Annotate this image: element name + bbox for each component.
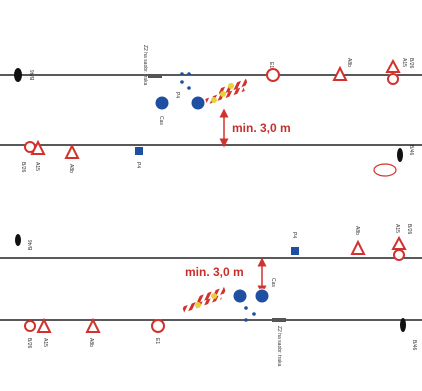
label: E1 [268,62,274,68]
label: Z2 ha saobr. traka [142,45,148,86]
sign [387,73,399,85]
label: B/26 [26,338,32,349]
label: A8b [88,338,94,347]
sign [190,95,206,111]
label: P4 [135,162,141,168]
label: Cas [158,116,164,125]
label: B/46 [28,240,34,251]
label: A15 [401,58,407,67]
label: P4 [174,92,180,98]
label: B/26 [20,162,26,173]
label: B/26 [406,224,412,235]
bottom-diagram: B/46 P4 A8b A15 B/26 min. 3,0 m Cas Z2 h… [0,224,422,367]
label: B/46 [411,340,417,351]
label: B/46 [408,145,414,156]
label: A15 [394,224,400,233]
sign [385,58,401,73]
label: B/26 [408,58,414,69]
label: B/46 [30,70,36,81]
sign [154,95,170,111]
label: A8b [68,164,74,173]
sign [332,65,348,81]
label: A8b [346,58,352,67]
label: A15 [42,338,48,347]
dimension-label: min. 3,0 m [185,265,244,279]
sign [266,68,280,82]
label: E1 [154,338,160,344]
label: Cas [270,278,276,287]
label: Z2 ha saobr. traka [276,326,282,367]
label: A15 [34,162,40,171]
label: P4 [291,232,297,238]
label: A8b [354,226,360,235]
top-diagram: B/46 Z2 ha saobr. traka Cas P4 min. 3,0 … [0,45,422,177]
end-sign [14,68,22,82]
fence [148,74,162,78]
dimension-label: min. 3,0 m [232,121,291,135]
